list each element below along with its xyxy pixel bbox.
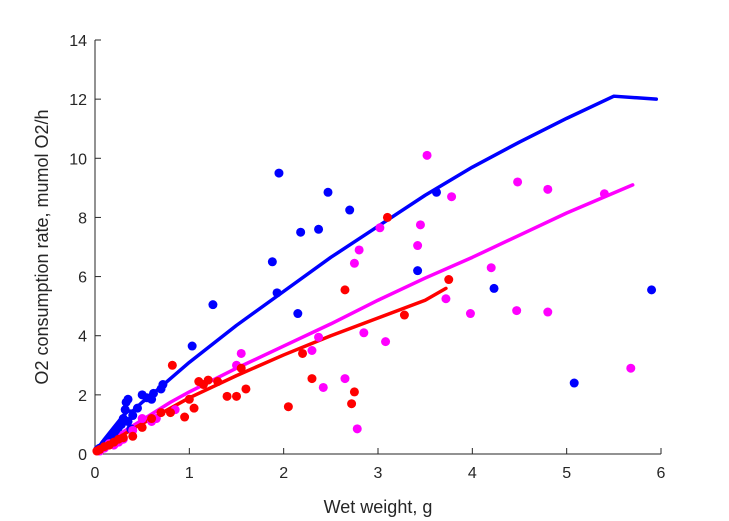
data-point-series-0 [274, 168, 284, 178]
y-tick-label: 14 [69, 33, 87, 50]
data-point-series-0 [345, 205, 355, 215]
data-point-series-2 [118, 433, 128, 443]
y-tick-label: 6 [78, 270, 87, 287]
data-point-series-0 [158, 380, 168, 390]
data-point-series-1 [465, 309, 475, 319]
data-point-series-2 [167, 360, 177, 370]
y-tick-label: 10 [69, 151, 87, 168]
data-point-series-0 [272, 288, 282, 298]
data-point-series-2 [128, 431, 138, 441]
x-axis-label: Wet weight, g [324, 497, 433, 517]
x-tick-label: 1 [185, 465, 194, 482]
data-point-series-2 [184, 394, 194, 404]
data-point-series-2 [180, 412, 190, 422]
data-point-series-1 [413, 241, 423, 251]
data-point-series-0 [314, 224, 324, 234]
data-point-series-0 [123, 394, 133, 404]
data-point-series-0 [431, 187, 441, 197]
data-point-series-1 [415, 220, 425, 230]
data-point-series-1 [447, 192, 457, 202]
data-point-series-0 [267, 257, 277, 267]
data-point-series-0 [208, 300, 218, 310]
x-tick-label: 4 [468, 465, 477, 482]
data-point-series-1 [236, 348, 246, 358]
x-tick-label: 5 [562, 465, 571, 482]
data-point-series-2 [236, 363, 246, 373]
data-point-series-2 [137, 422, 147, 432]
y-tick-label: 4 [78, 329, 87, 346]
data-point-series-2 [283, 402, 293, 412]
data-point-series-2 [382, 212, 392, 222]
data-point-series-2 [241, 384, 251, 394]
x-tick-label: 2 [279, 465, 288, 482]
data-point-series-1 [422, 150, 432, 160]
data-point-series-0 [187, 341, 197, 351]
data-point-series-1 [349, 258, 359, 268]
data-point-series-2 [189, 403, 199, 413]
data-point-series-1 [340, 374, 350, 384]
data-point-series-1 [441, 294, 451, 304]
y-axis-label: O2 consumption rate, mumol O2/h [32, 109, 52, 384]
data-point-series-1 [543, 184, 553, 194]
y-tick-label: 0 [78, 447, 87, 464]
data-point-series-0 [120, 405, 130, 415]
data-point-series-2 [349, 387, 359, 397]
data-points-layer [92, 150, 657, 456]
data-point-series-1 [486, 263, 496, 273]
labels-layer: Wet weight, g O2 consumption rate, mumol… [32, 109, 432, 517]
data-point-series-2 [298, 348, 308, 358]
data-point-series-0 [413, 266, 423, 276]
y-tick-label: 12 [69, 92, 87, 109]
data-point-series-0 [128, 411, 138, 421]
data-point-series-2 [203, 375, 213, 385]
x-tick-label: 3 [374, 465, 383, 482]
data-point-series-1 [352, 424, 362, 434]
data-point-series-1 [354, 245, 364, 255]
data-point-series-0 [293, 309, 303, 319]
data-point-series-1 [513, 177, 523, 187]
data-point-series-2 [340, 285, 350, 295]
data-point-series-1 [375, 223, 385, 233]
data-point-series-1 [137, 414, 147, 424]
data-point-series-2 [399, 310, 409, 320]
y-tick-label: 2 [78, 388, 87, 405]
fit-lines-layer [95, 94, 659, 453]
fit-line-series-1 [95, 183, 635, 453]
x-tick-label: 0 [91, 465, 100, 482]
data-point-series-0 [148, 388, 158, 398]
data-point-series-0 [569, 378, 579, 388]
data-point-series-0 [296, 227, 306, 237]
data-point-series-2 [156, 408, 166, 418]
data-point-series-0 [323, 187, 333, 197]
data-point-series-1 [599, 189, 609, 199]
data-point-series-2 [232, 391, 241, 401]
data-point-series-1 [543, 307, 553, 317]
fit-line-series-2 [95, 286, 448, 453]
data-point-series-1 [314, 332, 324, 342]
data-point-series-2 [347, 399, 357, 409]
data-point-series-2 [165, 408, 175, 418]
data-point-series-1 [512, 306, 522, 316]
data-point-series-2 [307, 374, 317, 384]
data-point-series-1 [318, 382, 328, 392]
data-point-series-1 [626, 363, 636, 373]
data-point-series-2 [213, 377, 223, 387]
data-point-series-0 [132, 403, 142, 413]
data-point-series-0 [647, 285, 657, 295]
x-tick-label: 6 [657, 465, 666, 482]
y-tick-label: 8 [78, 210, 87, 227]
data-point-series-1 [381, 337, 391, 347]
data-point-series-2 [147, 414, 157, 424]
data-point-series-2 [222, 391, 232, 401]
data-point-series-2 [444, 275, 454, 285]
data-point-series-1 [359, 328, 369, 338]
data-point-series-1 [307, 346, 317, 355]
data-point-series-0 [489, 283, 499, 293]
